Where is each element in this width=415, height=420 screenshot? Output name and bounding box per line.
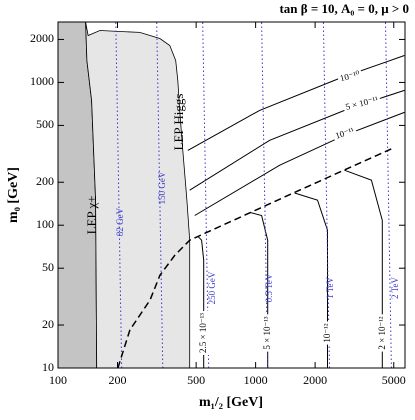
label-background [323,321,333,345]
dotted-contour [115,22,123,368]
contour-label: 82 GeV [115,207,125,236]
contour-label-group: 10⁻¹² [322,321,333,345]
contour-label-group: 10⁻¹⁰ [337,69,363,85]
x-tick-label: 1000 [244,373,268,387]
y-tick-label: 100 [36,217,54,231]
plot-area [58,22,405,368]
contour-label-group: 150 GeV [157,171,167,204]
contour-label: 2 TeV [390,277,400,299]
solid-contour [344,169,383,368]
region-label: LEP χ± [84,196,99,235]
x-tick-label: 500 [187,373,205,387]
contour-label-group: 0.5 TeV [264,273,274,302]
y-tick-label: 10 [42,360,54,374]
label-background [199,311,209,355]
contour-label: 2 × 10⁻¹² [377,316,387,350]
excluded-region [85,22,191,368]
label-background [263,314,273,352]
dotted-contour [156,22,164,368]
y-tick-label: 2000 [30,31,54,45]
contour-label: 1 TeV [325,277,335,299]
chart-title: tan β = 10, A₀ = 0, μ > 0 [279,1,409,16]
contour-label-group: 5 × 10⁻¹³ [262,314,273,352]
contour-label: 5 × 10⁻¹¹ [344,94,379,112]
contour-label: 2.5 × 10⁻¹³ [198,313,208,353]
x-tick-label: 5000 [382,373,406,387]
dotted-contour [202,22,210,368]
contour-label: 0.5 TeV [264,273,274,302]
solid-contour [249,211,269,368]
label-background [337,69,363,85]
contour-label: 150 GeV [157,171,167,204]
contour-label-group: 2 × 10⁻¹² [377,314,388,352]
x-tick-label: 200 [108,373,126,387]
y-tick-label: 1000 [30,74,54,88]
y-tick-label: 200 [36,174,54,188]
label-background [342,94,382,114]
y-tick-label: 50 [42,260,54,274]
dotted-contour [261,22,269,368]
label-background [332,125,358,143]
label-background [378,314,388,352]
contour-label-group: 2 TeV [390,277,400,299]
x-axis-label: m₁/₂ [GeV] [199,395,263,410]
solid-contour [294,192,328,368]
plot-frame [57,21,406,369]
x-tick-label: 2000 [303,373,327,387]
contour-label: 10⁻¹² [322,323,332,342]
contour-label-group: 10⁻¹¹ [332,125,358,143]
contour-label: 10⁻¹⁰ [339,69,361,84]
solid-contour [194,111,405,216]
solid-contour [187,55,405,151]
y-tick-label: 20 [42,317,54,331]
contour-label-group: 5 × 10⁻¹¹ [342,94,382,114]
y-axis-label: m₀ [GeV] [6,167,21,223]
contour-label-group: 250 GeV [207,271,217,304]
y-tick-label: 500 [36,117,54,131]
x-tick-label: 100 [49,373,67,387]
region-label: LEP Higgs [171,94,186,151]
contour-label: 250 GeV [207,271,217,304]
contour-label-group: 82 GeV [115,207,125,236]
dotted-contour [385,22,392,368]
contour-label-group: 2.5 × 10⁻¹³ [198,311,209,355]
dotted-contour [322,22,330,368]
contour-label-group: 1 TeV [325,277,335,299]
contour-label: 5 × 10⁻¹³ [262,316,272,350]
dashed-contour [117,147,393,368]
